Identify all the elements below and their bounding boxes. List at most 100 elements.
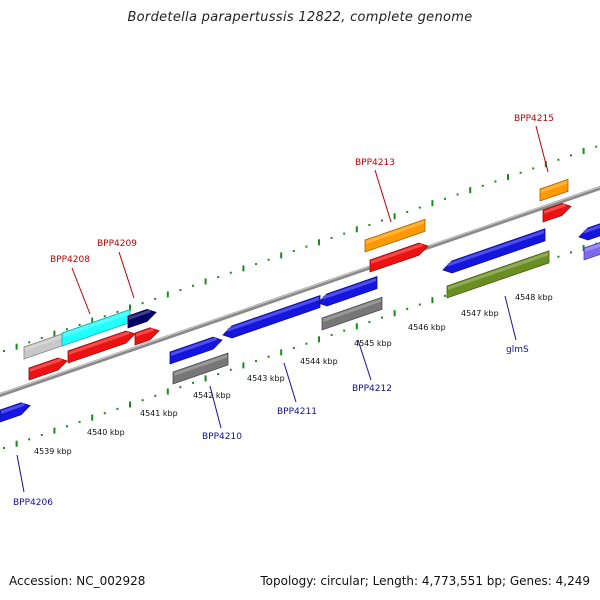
gene-feature-shine xyxy=(129,309,151,320)
backbone-highlight xyxy=(0,186,600,395)
tick-top xyxy=(494,180,497,183)
tick-top xyxy=(444,197,446,200)
tick-top xyxy=(242,265,245,272)
tick-bottom xyxy=(280,349,283,356)
gene-feature xyxy=(28,357,68,381)
tick-top xyxy=(116,310,119,313)
gene-feature xyxy=(127,308,157,329)
scale-label: 4544 kbp xyxy=(300,357,338,366)
tick-top xyxy=(431,200,434,207)
gene-feature-shine xyxy=(171,336,217,356)
tick-top xyxy=(570,154,572,157)
leader-line xyxy=(357,339,372,381)
tick-bottom xyxy=(91,414,94,421)
gene-feature-shine xyxy=(371,242,423,264)
features xyxy=(0,178,600,423)
gene-feature-shine xyxy=(366,220,424,244)
tick-top xyxy=(318,239,320,246)
tick-top xyxy=(66,328,68,331)
tick-top xyxy=(456,193,459,196)
tick-bottom xyxy=(192,381,194,384)
tick-bottom xyxy=(66,425,68,428)
gene-feature xyxy=(67,330,136,364)
tick-top xyxy=(280,252,283,259)
scale-label: 4540 kbp xyxy=(87,428,125,437)
gene-feature-shine xyxy=(448,252,548,290)
leader-line xyxy=(374,169,392,223)
gene-feature-shine xyxy=(541,180,567,193)
tick-bottom xyxy=(179,386,182,389)
tick-bottom xyxy=(40,433,43,436)
tick-top xyxy=(305,245,308,248)
tick-top xyxy=(217,276,220,279)
leader-line xyxy=(16,454,25,493)
tick-bottom xyxy=(406,307,409,310)
tick-bottom xyxy=(431,297,434,304)
gene-label-bottom: BPP4212 xyxy=(352,384,392,394)
scale-label: 4546 kbp xyxy=(408,323,446,332)
gene-label-top: BPP4213 xyxy=(355,158,395,168)
tick-bottom xyxy=(570,251,572,254)
tick-top xyxy=(519,171,522,174)
tick-top xyxy=(330,236,333,239)
tick-top xyxy=(141,302,144,305)
tick-top xyxy=(355,226,358,233)
tick-bottom xyxy=(78,420,81,423)
scale-label: 4547 kbp xyxy=(461,309,499,318)
tick-bottom xyxy=(103,412,106,415)
tick-bottom xyxy=(53,427,56,434)
tick-top xyxy=(381,219,383,222)
tick-top xyxy=(393,213,396,220)
leader-line xyxy=(504,295,517,341)
tick-top xyxy=(129,304,131,311)
leader-line xyxy=(71,267,91,315)
accession-text: Accession: NC_002928 xyxy=(9,574,146,588)
tick-top xyxy=(103,315,106,318)
tick-top xyxy=(507,174,509,181)
gene-feature-shine xyxy=(69,330,130,355)
tick-bottom xyxy=(267,355,270,358)
backbone-line xyxy=(0,185,600,398)
leaders xyxy=(16,125,549,493)
gene-feature-shine xyxy=(25,334,63,351)
gene-feature-shine xyxy=(323,298,381,322)
gene-feature xyxy=(169,336,223,365)
tick-bottom xyxy=(381,316,383,319)
backbone xyxy=(0,185,600,398)
tick-bottom xyxy=(330,333,333,336)
genome-summary: Topology: circular; Length: 4,773,551 bp… xyxy=(260,574,590,588)
gene-feature-shine xyxy=(63,310,129,338)
tick-top xyxy=(406,210,409,213)
leader-line xyxy=(283,362,297,403)
tick-top xyxy=(166,291,169,298)
gene-feature-shine xyxy=(1,402,25,414)
tick-bottom xyxy=(343,329,346,332)
tick-top xyxy=(481,184,484,187)
tick-bottom xyxy=(116,407,119,410)
tick-top xyxy=(267,258,270,261)
gene-feature-shine xyxy=(585,243,600,252)
tick-bottom xyxy=(229,368,232,371)
tick-top xyxy=(15,343,18,350)
tick-top xyxy=(229,271,232,274)
tick-bottom xyxy=(204,375,207,382)
tick-bottom xyxy=(217,373,220,376)
tick-top xyxy=(343,232,346,235)
gene-feature-shine xyxy=(174,354,227,376)
map-title: Bordetella parapertussis 12822, complete… xyxy=(127,10,473,25)
tick-bottom xyxy=(255,360,257,363)
tick-top xyxy=(255,263,257,266)
tick-bottom xyxy=(444,294,446,297)
scale-label: 4543 kbp xyxy=(247,374,285,383)
tick-bottom xyxy=(129,401,131,408)
leader-line xyxy=(209,385,222,429)
gene-feature-shine xyxy=(227,296,319,332)
tick-top xyxy=(179,289,182,292)
tick-top xyxy=(582,148,585,155)
scale-label: 4545 kbp xyxy=(354,339,392,348)
tick-top xyxy=(204,278,207,285)
tick-bottom xyxy=(318,336,320,343)
tick-top xyxy=(192,284,194,287)
gene-label-top: BPP4209 xyxy=(97,239,137,249)
